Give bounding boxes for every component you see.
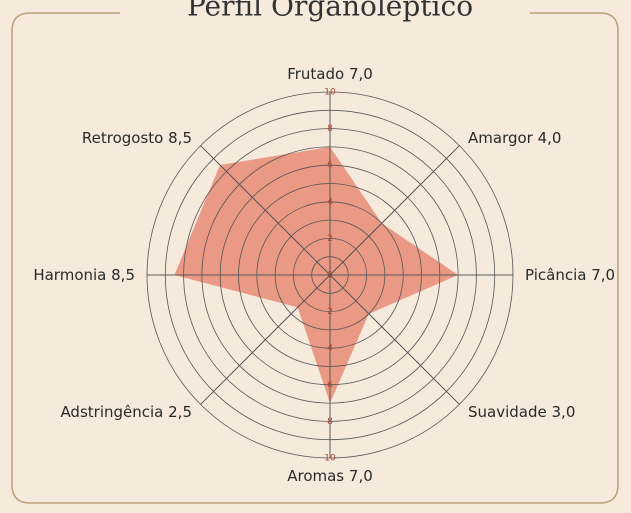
r-tick-label: 6 (327, 380, 333, 390)
value-label: 7,0 (349, 65, 373, 83)
r-tick-label: 10 (324, 454, 336, 464)
value-label: 2,5 (168, 403, 192, 421)
r-tick-label: 10 (324, 88, 336, 98)
category-name: Harmonia (33, 266, 106, 284)
frame (11, 12, 619, 504)
category-name: Suavidade (468, 403, 547, 421)
category-name: Retrogosto (82, 129, 163, 147)
value-label: 7,0 (349, 467, 373, 485)
value-label: 8,5 (111, 266, 135, 284)
axis-label: Aromas 7,0 (287, 467, 373, 485)
axis-label: Suavidade 3,0 (468, 403, 575, 421)
r-tick-label: 6 (327, 161, 333, 171)
category-name: Frutado (287, 65, 344, 83)
r-tick-label: 0 (327, 271, 333, 281)
axis-label: Harmonia 8,5 (33, 266, 135, 284)
r-tick-label: 4 (327, 197, 333, 207)
value-label: 7,0 (591, 266, 615, 284)
r-tick-label: 2 (327, 307, 333, 317)
axis-label: Retrogosto 8,5 (82, 129, 192, 147)
value-label: 8,5 (168, 129, 192, 147)
value-label: 4,0 (538, 129, 562, 147)
r-tick-label: 8 (327, 124, 333, 134)
chart-title: Perfil Organoléptico (187, 0, 473, 23)
axis-label: Frutado 7,0 (287, 65, 373, 83)
r-tick-label: 2 (327, 234, 333, 244)
axis-label: Adstringência 2,5 (60, 403, 192, 421)
spoke (200, 145, 460, 405)
r-tick-label: 4 (327, 344, 333, 354)
value-label: 3,0 (552, 403, 576, 421)
axis-label: Amargor 4,0 (468, 129, 561, 147)
category-name: Adstringência (60, 403, 163, 421)
category-name: Amargor (468, 129, 534, 147)
axis-label: Picância 7,0 (525, 266, 615, 284)
r-tick-label: 8 (327, 417, 333, 427)
category-name: Picância (525, 266, 586, 284)
category-name: Aromas (287, 467, 344, 485)
